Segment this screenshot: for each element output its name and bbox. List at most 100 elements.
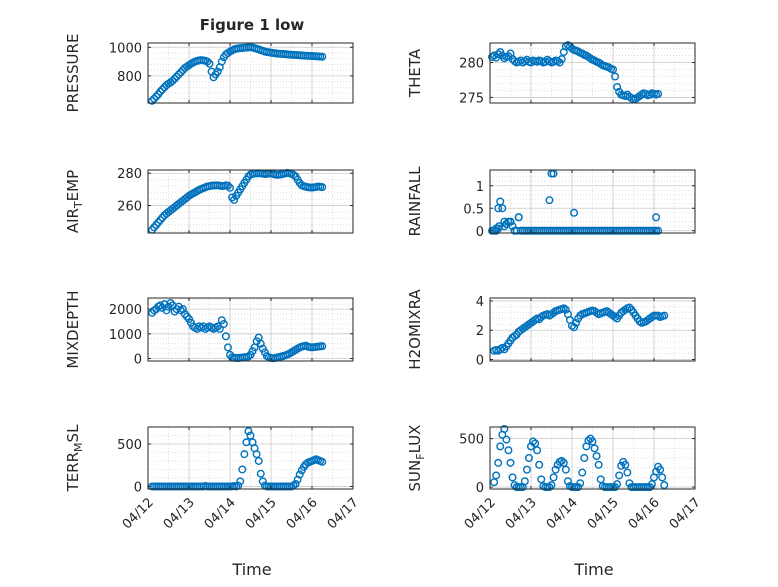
data-point	[621, 460, 630, 469]
x-axis-label-right: Time	[573, 560, 613, 579]
y-axis-label-rest: EMP	[64, 170, 82, 201]
subplot-6: 0 2 4 H2OMIXRA	[406, 289, 696, 370]
axes-frame	[147, 169, 354, 234]
x-tick-label: 04/15	[243, 495, 280, 532]
data-point	[656, 465, 665, 474]
axes-frame	[147, 297, 354, 362]
data-point	[537, 475, 546, 484]
data-point	[215, 324, 224, 333]
data-point	[506, 458, 515, 467]
data-point	[496, 197, 505, 206]
y-tick-label: 500	[117, 438, 142, 453]
y-tick-label: 1	[476, 180, 484, 195]
data-point	[547, 481, 556, 490]
x-axis-label-left: Time	[231, 560, 271, 579]
data-point	[613, 480, 622, 489]
y-tick-label: 0	[134, 480, 142, 495]
data-point	[225, 183, 234, 192]
data-point	[494, 50, 503, 59]
data-point	[535, 460, 544, 469]
y-tick-label: 2000	[109, 303, 142, 318]
subplot-1: 800 1000 PRESSURE	[64, 34, 354, 113]
data-point	[524, 454, 533, 463]
data-point	[617, 461, 626, 470]
y-axis-label-main: H2OMIXRA	[406, 289, 424, 370]
data-point	[592, 452, 601, 461]
data-point	[615, 471, 624, 480]
y-tick-label: 0	[476, 354, 484, 369]
data-point	[574, 483, 583, 492]
data-point	[502, 219, 511, 228]
x-tick-label: 04/13	[161, 495, 198, 532]
data-point	[611, 72, 620, 81]
data-point	[289, 170, 298, 179]
data-point	[531, 439, 540, 448]
data-point	[545, 483, 554, 492]
data-point	[594, 460, 603, 469]
data-point	[561, 465, 570, 474]
subplot-3: 260 280 AIRTEMP	[64, 167, 354, 234]
data-point	[205, 59, 214, 68]
axes-frame	[147, 42, 354, 104]
data-point	[291, 479, 300, 488]
data-point	[254, 456, 263, 465]
data-point	[584, 436, 593, 445]
data-point	[494, 458, 503, 467]
data-point	[580, 454, 589, 463]
data-point	[256, 469, 265, 478]
y-tick-label: 1000	[109, 41, 142, 56]
y-axis-label: MIXDEPTH	[64, 290, 82, 368]
data-point	[549, 473, 558, 482]
y-axis-label-main: MIXDEPTH	[64, 290, 82, 368]
data-point	[170, 74, 179, 83]
y-tick-label: 1000	[109, 328, 142, 343]
data-point	[492, 471, 501, 480]
y-axis-label-main: PRESSURE	[64, 34, 82, 113]
data-point	[551, 465, 560, 474]
x-tick-label: 04/12	[462, 495, 499, 532]
data-point	[152, 92, 161, 101]
data-point	[500, 424, 509, 433]
data-point	[258, 477, 267, 486]
data-point	[176, 68, 185, 77]
plot-area	[490, 170, 695, 233]
data-point	[223, 343, 232, 352]
data-point	[625, 303, 634, 312]
y-tick-label: 2	[476, 324, 484, 339]
data-point	[158, 85, 167, 94]
data-point	[609, 65, 618, 74]
data-point	[514, 213, 523, 222]
data-point	[293, 475, 302, 484]
data-point	[660, 481, 669, 490]
data-point	[570, 323, 579, 332]
data-point	[660, 311, 669, 320]
data-point	[596, 475, 605, 484]
axes-frame	[489, 426, 696, 490]
data-point	[236, 477, 245, 486]
data-point	[498, 204, 507, 213]
y-axis-label-main: SUN	[406, 460, 424, 492]
y-axis-label-subscript: M	[72, 442, 85, 452]
x-tick-label: 04/16	[626, 495, 663, 532]
data-point	[203, 57, 212, 66]
y-axis-label-rest: LUX	[406, 425, 424, 454]
axes-frame	[489, 42, 696, 104]
data-point	[244, 427, 253, 436]
subplot-7: 04/12 04/13 04/14 04/15 04/16 04/17 0 500 TERRMS…	[64, 424, 362, 532]
data-point	[494, 204, 503, 213]
y-axis-label: H2OMIXRA	[406, 289, 424, 370]
x-tick-label: 04/13	[503, 495, 540, 532]
y-tick-label: 280	[459, 57, 484, 72]
data-point	[561, 305, 570, 314]
data-point	[295, 470, 304, 479]
data-point	[590, 444, 599, 453]
data-point	[557, 55, 566, 64]
data-point	[549, 308, 558, 317]
subplot-8: 04/12 04/13 04/14 04/15 04/16 04/17 0 500 SUNFLU…	[406, 425, 704, 533]
data-point	[537, 313, 546, 322]
data-point	[520, 477, 529, 486]
data-point	[495, 222, 504, 231]
y-tick-label: 0	[476, 481, 484, 496]
data-point	[256, 339, 265, 348]
